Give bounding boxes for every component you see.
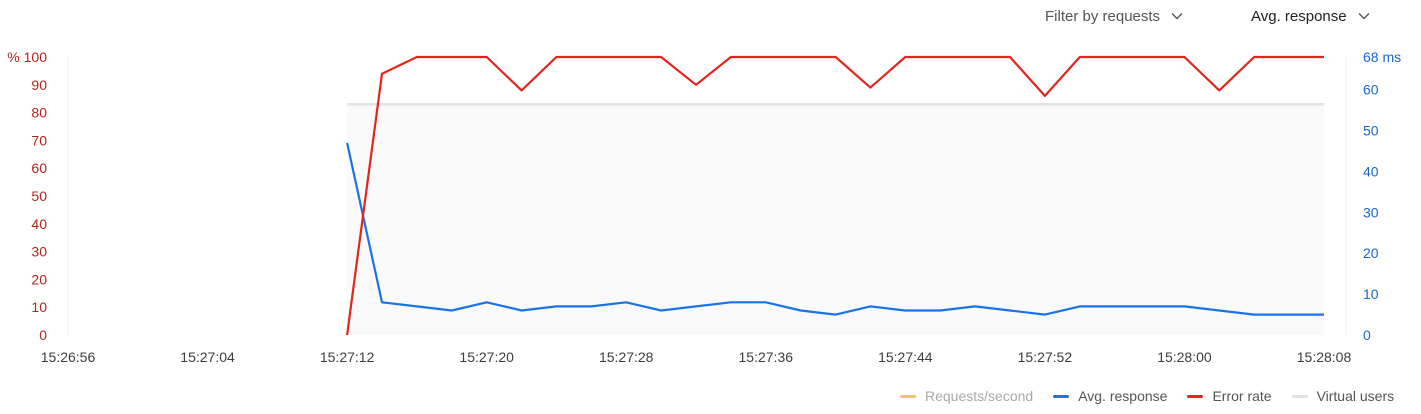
error-rate-line [346, 55, 1324, 336]
y-right-tick-label: 0 [1363, 327, 1371, 343]
legend-label-avg-response: Avg. response [1078, 388, 1168, 404]
x-tick-label: 15:27:36 [739, 349, 794, 365]
y-right-top-label: 68 ms [1363, 49, 1401, 65]
metric-dropdown-label: Avg. response [1251, 7, 1347, 25]
avg-response-swatch [1053, 394, 1070, 398]
x-tick-label: 15:27:20 [459, 349, 514, 365]
y-left-tick-label: 50 [31, 188, 47, 204]
y-right-tick-label: 10 [1363, 286, 1379, 302]
x-tick-label: 15:27:28 [599, 349, 654, 365]
requests-per-second-swatch [900, 394, 916, 398]
y-left-tick-label: 30 [31, 244, 47, 260]
virtual-users-area [347, 104, 1325, 335]
x-tick-label: 15:27:04 [180, 349, 235, 365]
x-tick-label: 15:28:08 [1297, 349, 1352, 365]
x-tick-label: 15:27:44 [878, 349, 933, 365]
legend-label-virtual-users: Virtual users [1316, 388, 1395, 404]
x-tick-label: 15:28:00 [1157, 349, 1212, 365]
legend-label-requests-per-second: Requests/second [925, 388, 1034, 404]
x-tick-label: 15:27:52 [1018, 349, 1073, 365]
y-left-tick-label: % 100 [7, 49, 47, 65]
virtual-users-swatch [1291, 394, 1308, 398]
legend-item-error-rate[interactable]: Error rate [1187, 388, 1272, 404]
y-left-tick-label: 90 [31, 77, 47, 93]
y-left-tick-label: 10 [31, 299, 47, 315]
y-left-tick-label: 70 [31, 132, 47, 148]
y-left-tick-label: 40 [31, 216, 47, 232]
error-rate-swatch [1187, 394, 1204, 398]
y-left-tick-label: 0 [39, 327, 47, 343]
x-tick-label: 15:27:12 [320, 349, 375, 365]
legend-item-requests-per-second[interactable]: Requests/second [900, 388, 1033, 404]
y-left-tick-label: 20 [31, 271, 47, 287]
chevron-down-icon [1358, 13, 1370, 20]
y-right-tick-label: 60 [1363, 82, 1379, 98]
y-right-tick-label: 50 [1363, 123, 1379, 139]
y-left-tick-label: 80 [31, 105, 47, 121]
legend-item-virtual-users[interactable]: Virtual users [1291, 388, 1395, 404]
y-right-tick-label: 20 [1363, 245, 1379, 261]
legend-label-error-rate: Error rate [1212, 388, 1272, 404]
y-right-tick-label: 30 [1363, 204, 1379, 220]
metric-dropdown[interactable]: Avg. response [1251, 6, 1371, 26]
avg-response-line [346, 142, 1324, 316]
y-right-tick-label: 40 [1363, 163, 1379, 179]
performance-chart: 0 10 20 30 40 50 60 70 80 90 % 100 0 10 20 30 40 50 60 68 … [7, 49, 1401, 365]
legend-item-avg-response[interactable]: Avg. response [1053, 388, 1167, 404]
y-left-tick-label: 60 [31, 160, 47, 176]
filter-dropdown-label: Filter by requests [1045, 7, 1161, 25]
filter-by-requests-dropdown[interactable]: Filter by requests [1045, 6, 1184, 26]
chevron-down-icon [1171, 13, 1183, 20]
x-tick-label: 15:26:56 [41, 349, 96, 365]
chart-legend: Requests/second Avg. response Error rate… [900, 386, 1394, 406]
